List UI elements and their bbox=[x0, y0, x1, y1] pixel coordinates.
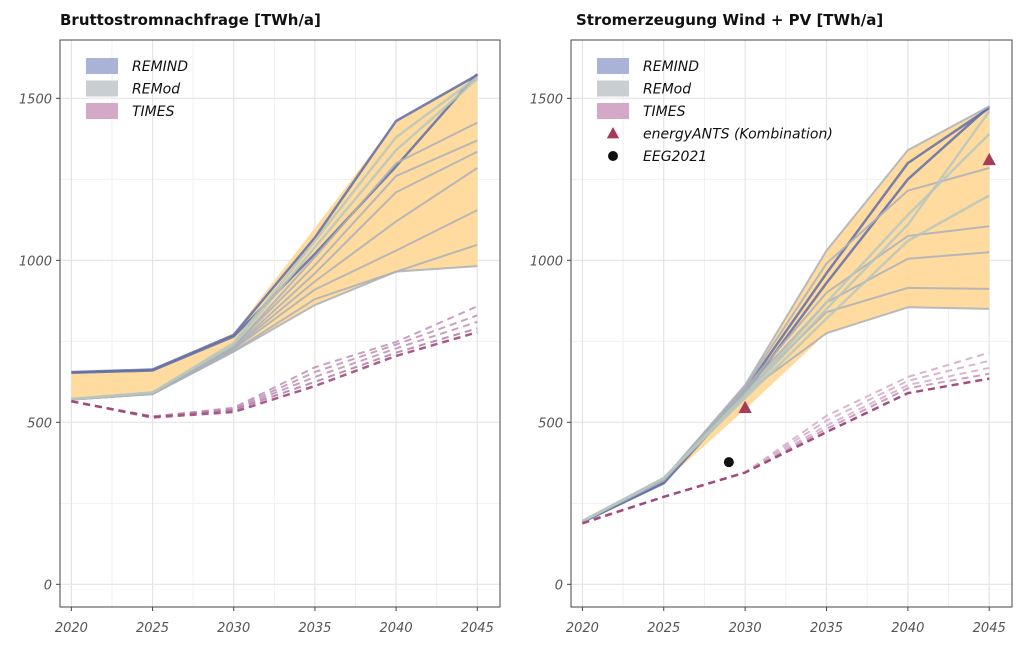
series-line-remod bbox=[71, 76, 479, 401]
legend-label: REMIND bbox=[643, 59, 699, 75]
chart-panel-bruttostromnachfrage: Bruttostromnachfrage [TWh/a] 0 500 1000 150… bbox=[19, 11, 501, 636]
marker-energyants bbox=[982, 152, 996, 166]
legend-item: TIMES bbox=[597, 103, 686, 120]
y-tick-label: 500 bbox=[538, 416, 563, 431]
legend-item: EEG2021 bbox=[608, 149, 707, 165]
x-tick-label: 2035 bbox=[810, 621, 843, 636]
series-line-times bbox=[582, 366, 990, 524]
series-line-remod bbox=[71, 265, 478, 401]
legend-label: REMIND bbox=[132, 59, 188, 75]
series-line-times bbox=[71, 331, 478, 419]
x-tick-label: 2030 bbox=[217, 621, 250, 636]
y-tick-label: 1500 bbox=[530, 92, 563, 107]
y-tick-label: 500 bbox=[27, 416, 52, 431]
legend-item: REMod bbox=[86, 80, 180, 98]
plot-border bbox=[570, 39, 1013, 608]
legend-circle-icon bbox=[608, 151, 618, 161]
legend-swatch bbox=[86, 80, 118, 97]
y-tick-label: 0 bbox=[555, 578, 563, 593]
series-line-remind bbox=[581, 105, 991, 524]
legend-swatch bbox=[86, 58, 118, 74]
y-tick-label: 0 bbox=[44, 578, 52, 593]
legend-item: REMIND bbox=[86, 58, 188, 75]
plot-border bbox=[59, 39, 501, 608]
legend-label: REMod bbox=[132, 82, 180, 98]
legend-item: REMIND bbox=[597, 58, 699, 75]
x-tick-label: 2035 bbox=[298, 621, 331, 636]
legend-triangle-icon bbox=[606, 127, 620, 139]
series-line-times bbox=[582, 359, 990, 524]
x-tick-label: 2045 bbox=[461, 621, 494, 636]
legend-label: EEG2021 bbox=[643, 149, 707, 165]
legend-label: TIMES bbox=[132, 104, 175, 120]
series-line-remod bbox=[581, 194, 990, 523]
chart-title: Stromerzeugung Wind + PV [TWh/a] bbox=[576, 11, 883, 29]
marker-eeg2021 bbox=[723, 457, 734, 468]
x-tick-label: 2020 bbox=[55, 621, 88, 636]
x-tick-label: 2025 bbox=[647, 621, 680, 636]
y-tick-label: 1000 bbox=[19, 254, 52, 269]
series-line-times bbox=[71, 314, 478, 418]
legend: REMIND REMod TIMES bbox=[86, 58, 188, 120]
range-band bbox=[71, 74, 478, 400]
legend-item: energyANTS (Kombination) bbox=[606, 127, 833, 143]
legend-label: TIMES bbox=[643, 104, 686, 120]
legend-label: REMod bbox=[643, 82, 691, 98]
legend-label: energyANTS (Kombination) bbox=[643, 127, 833, 143]
legend-swatch bbox=[597, 80, 629, 97]
series-line-times bbox=[582, 351, 990, 524]
legend: REMIND REMod TIMES energyANTS (Kombination)… bbox=[597, 58, 833, 165]
series-line-times bbox=[582, 372, 990, 524]
legend-item: TIMES bbox=[86, 103, 175, 120]
legend-swatch bbox=[597, 58, 629, 74]
y-tick-label: 1000 bbox=[530, 254, 563, 269]
range-band bbox=[582, 106, 990, 523]
x-tick-label: 2025 bbox=[136, 621, 169, 636]
series-line-times bbox=[71, 320, 478, 418]
x-tick-label: 2030 bbox=[729, 621, 762, 636]
y-tick-label: 1500 bbox=[19, 92, 52, 107]
series-line-remod bbox=[581, 306, 990, 523]
x-tick-label: 2040 bbox=[380, 621, 413, 636]
legend-swatch bbox=[597, 103, 629, 119]
x-tick-label: 2040 bbox=[891, 621, 924, 636]
legend-item: REMod bbox=[597, 80, 691, 98]
legend-swatch bbox=[86, 103, 118, 119]
series-line-times bbox=[71, 327, 478, 418]
x-tick-label: 2045 bbox=[973, 621, 1006, 636]
marker-energyants bbox=[738, 400, 752, 413]
x-tick-label: 2020 bbox=[566, 621, 599, 636]
chart-panel-stromerzeugung: Stromerzeugung Wind + PV [TWh/a] 0 500 100… bbox=[530, 11, 1013, 636]
series-line-times bbox=[71, 305, 478, 418]
series-line-times bbox=[582, 377, 990, 525]
chart-title: Bruttostromnachfrage [TWh/a] bbox=[60, 11, 321, 29]
